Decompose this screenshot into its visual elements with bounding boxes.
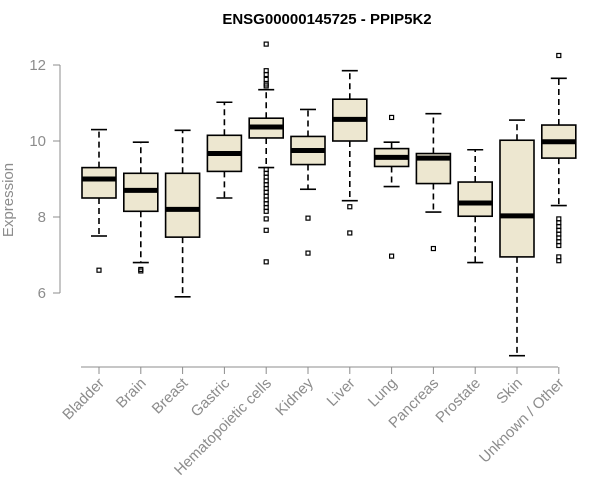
- outlier-point: [263, 208, 269, 214]
- outlier-point: [347, 204, 353, 210]
- x-tick-label: Breast: [149, 374, 192, 417]
- outlier-point: [96, 267, 102, 273]
- box-group: [499, 119, 535, 357]
- box-group: [331, 69, 368, 236]
- x-tick-label: Skin: [493, 375, 526, 408]
- chart-title: ENSG00000145725 - PPIP5K2: [222, 11, 431, 28]
- outlier-point: [430, 245, 436, 252]
- outlier-point: [263, 216, 269, 222]
- y-tick-label: 10: [29, 133, 46, 150]
- outlier-point: [556, 258, 562, 264]
- box-group: [164, 129, 201, 298]
- x-tick-label: Kidney: [272, 374, 317, 419]
- outlier-point: [389, 114, 395, 121]
- x-tick-label: Brain: [113, 375, 150, 412]
- outlier-point: [138, 266, 144, 273]
- box-iqr: [457, 181, 494, 218]
- outlier-point: [347, 230, 353, 236]
- box-group: [415, 112, 452, 252]
- outlier-point: [305, 215, 311, 221]
- box-iqr: [499, 139, 535, 258]
- box-group: [457, 148, 494, 264]
- box-group: [123, 141, 159, 274]
- box-iqr: [81, 166, 117, 199]
- outlier-point: [556, 242, 562, 249]
- box-group: [540, 52, 577, 264]
- y-tick-label: 6: [38, 285, 46, 302]
- y-axis-label: Expression: [0, 163, 17, 237]
- outlier-point: [263, 259, 269, 265]
- x-tick-label: Lung: [365, 375, 401, 411]
- outlier-point: [263, 76, 269, 83]
- outlier-point: [263, 71, 269, 78]
- outlier-point: [305, 250, 311, 256]
- boxes: [81, 41, 577, 357]
- box-iqr: [164, 172, 201, 238]
- y-ticks: 6 8 10 12: [29, 57, 60, 302]
- box-group: [81, 128, 117, 273]
- box-group: [248, 41, 284, 265]
- outlier-point: [389, 253, 395, 259]
- box-group: [290, 108, 326, 256]
- y-tick-label: 8: [38, 209, 46, 226]
- x-tick-label: Liver: [324, 375, 359, 410]
- box-group: [373, 114, 410, 259]
- x-tick-label: Bladder: [59, 375, 108, 424]
- y-tick-label: 12: [29, 57, 46, 74]
- outlier-point: [263, 41, 269, 47]
- box-group: [206, 101, 243, 199]
- outlier-point: [556, 52, 562, 59]
- x-tick-label: Prostate: [432, 375, 484, 427]
- outlier-point: [263, 227, 269, 233]
- outlier-point: [263, 83, 269, 89]
